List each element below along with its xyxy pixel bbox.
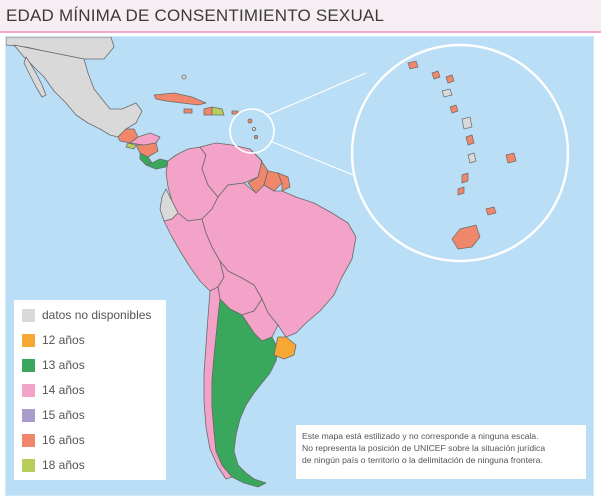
inset-island-2 bbox=[431, 70, 441, 80]
legend-swatch bbox=[22, 384, 35, 397]
country-jamaica bbox=[183, 108, 193, 114]
inset-island-4 bbox=[441, 88, 453, 98]
header-bar bbox=[0, 0, 601, 32]
zoom-inset-circle bbox=[350, 43, 570, 263]
legend-swatch bbox=[22, 409, 35, 422]
inset-island-12 bbox=[485, 206, 497, 216]
disclaimer-line: de ningún país o territorio o la delimit… bbox=[302, 455, 543, 466]
zoom-connector-top bbox=[267, 72, 367, 116]
inset-island-trinidad bbox=[451, 224, 481, 250]
country-suriname bbox=[263, 170, 283, 192]
country-mexico bbox=[13, 44, 143, 138]
island-antilles-2 bbox=[251, 127, 256, 132]
legend-label: 14 años bbox=[42, 383, 85, 397]
country-dominican-republic bbox=[211, 106, 225, 116]
inset-island-6 bbox=[461, 116, 473, 130]
legend-label: 13 años bbox=[42, 358, 85, 372]
inset-island-11 bbox=[457, 186, 465, 196]
legend-swatch bbox=[22, 359, 35, 372]
disclaimer-note: Este mapa está estilizado y no correspon… bbox=[296, 425, 586, 479]
country-uruguay bbox=[273, 336, 297, 360]
legend-swatch bbox=[22, 434, 35, 447]
map-frame bbox=[5, 36, 594, 496]
page-title: EDAD MÍNIMA DE CONSENTIMIENTO SEXUAL bbox=[6, 6, 385, 25]
title-underline bbox=[0, 31, 601, 33]
legend-label: 15 años bbox=[42, 408, 85, 422]
disclaimer-line: No representa la posición de UNICEF sobr… bbox=[302, 443, 546, 454]
zoom-source-circle bbox=[229, 108, 275, 154]
disclaimer-line: Este mapa está estilizado y no correspon… bbox=[302, 431, 539, 441]
inset-island-7 bbox=[465, 134, 475, 146]
map-svg bbox=[6, 37, 593, 495]
legend-label: 18 años bbox=[42, 458, 85, 472]
country-cuba bbox=[153, 92, 207, 106]
inset-island-3 bbox=[445, 74, 455, 84]
legend-label: 12 años bbox=[42, 333, 85, 347]
island-antilles-3 bbox=[253, 135, 258, 140]
inset-island-1 bbox=[407, 60, 419, 70]
inset-island-5 bbox=[449, 104, 459, 114]
country-argentina bbox=[211, 298, 279, 488]
legend: datos no disponibles 12 años 13 años 14 … bbox=[14, 300, 166, 480]
inset-island-10 bbox=[461, 172, 469, 184]
zoom-connector-bottom bbox=[269, 140, 359, 178]
island-antilles-1 bbox=[247, 118, 253, 124]
inset-island-9 bbox=[505, 152, 517, 164]
inset-island-8 bbox=[467, 152, 477, 164]
country-mexico-baja bbox=[23, 56, 47, 98]
legend-label: datos no disponibles bbox=[42, 308, 152, 322]
legend-label: 16 años bbox=[42, 433, 85, 447]
legend-swatch bbox=[22, 334, 35, 347]
country-el-salvador bbox=[125, 142, 137, 150]
legend-swatch bbox=[22, 309, 35, 322]
island-bahamas bbox=[181, 74, 187, 80]
country-french-guiana bbox=[277, 172, 291, 192]
legend-swatch bbox=[22, 459, 35, 472]
island-puerto-rico bbox=[231, 110, 239, 115]
